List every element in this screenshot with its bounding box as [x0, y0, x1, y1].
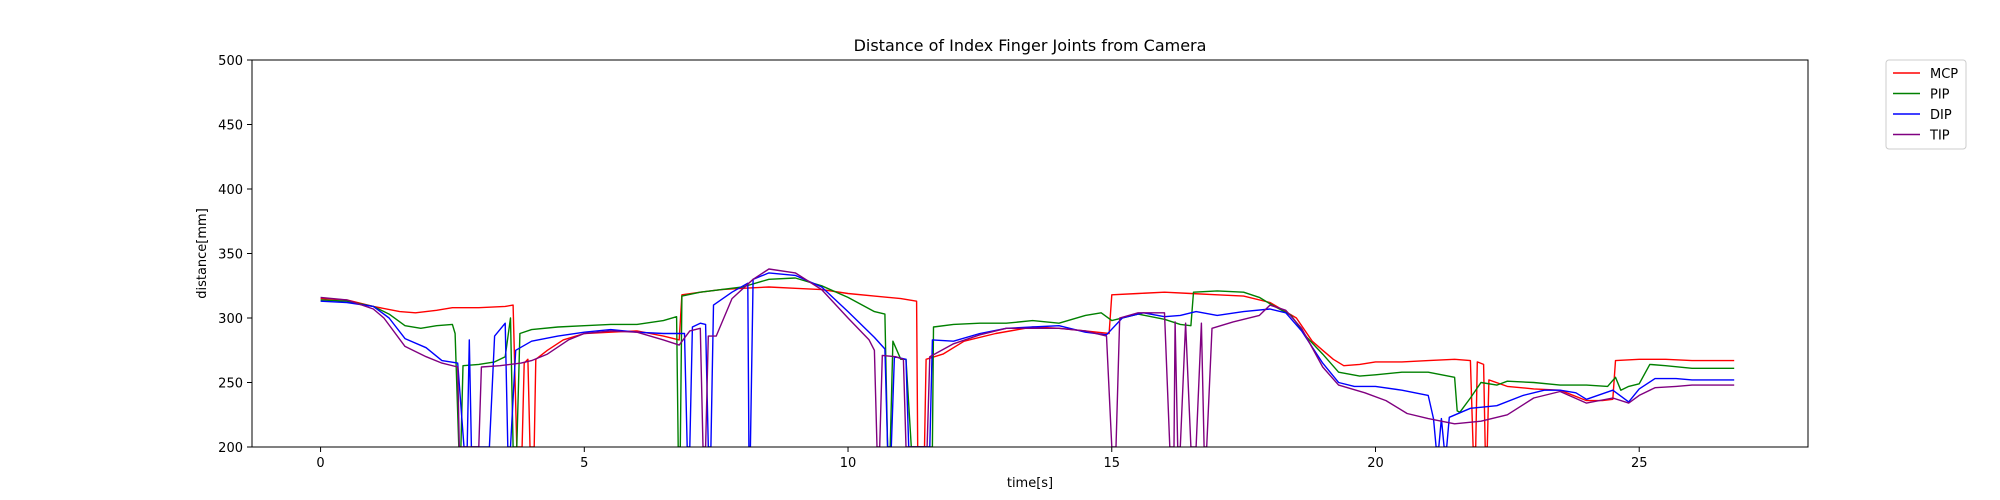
- y-tick-label: 200: [218, 441, 243, 456]
- y-tick-label: 250: [218, 377, 243, 392]
- y-tick-label: 450: [218, 119, 243, 134]
- legend-frame: [1885, 59, 1967, 150]
- legend-label-tip: TIP: [1929, 129, 1950, 144]
- y-tick-label: 400: [218, 183, 243, 198]
- x-tick-label: 10: [840, 456, 857, 471]
- y-tick-label: 500: [218, 54, 243, 69]
- y-axis-ticks: 200 250 300 350 400 450 500: [218, 54, 252, 456]
- legend: MCP PIP DIP TIP: [1885, 59, 1967, 150]
- y-tick-label: 350: [218, 248, 243, 263]
- y-tick-label: 300: [218, 312, 243, 327]
- series-layer: [320, 268, 1735, 447]
- chart-title: Distance of Index Finger Joints from Cam…: [854, 36, 1207, 55]
- x-tick-label: 0: [316, 456, 324, 471]
- legend-label-mcp: MCP: [1930, 67, 1958, 82]
- legend-label-pip: PIP: [1930, 88, 1950, 103]
- series-line-mcp: [320, 286, 1735, 447]
- x-tick-label: 5: [580, 456, 588, 471]
- x-tick-label: 25: [1631, 456, 1648, 471]
- series-line-tip: [320, 268, 1735, 447]
- series-line-pip: [320, 277, 1735, 447]
- x-tick-label: 15: [1103, 456, 1120, 471]
- legend-entries: MCP PIP DIP TIP: [1893, 67, 1958, 144]
- legend-label-dip: DIP: [1930, 108, 1952, 123]
- y-axis-label: distance[mm]: [195, 208, 210, 299]
- x-tick-label: 20: [1367, 456, 1384, 471]
- plot-area: [252, 60, 1808, 447]
- x-axis-ticks: 0 5 10 15 20 25: [316, 447, 1647, 471]
- x-axis-label: time[s]: [1007, 476, 1053, 491]
- series-line-dip: [320, 272, 1735, 447]
